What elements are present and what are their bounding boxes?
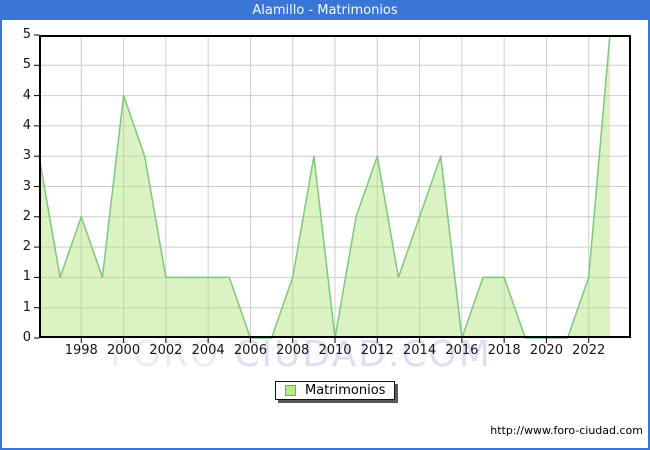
x-tick-label: 1998: [64, 343, 98, 358]
y-tick-label: 5: [22, 27, 31, 42]
title-bar: Alamillo - Matrimonios: [0, 0, 650, 20]
x-tick-label: 2016: [445, 343, 479, 358]
watermark: FORO CIUDAD.COM: [110, 334, 492, 375]
y-tick-label: 0: [22, 330, 31, 345]
x-tick-label: 2020: [529, 343, 563, 358]
x-tick-label: 2002: [149, 343, 183, 358]
legend-label: Matrimonios: [305, 383, 386, 398]
y-tick-label: 1: [22, 299, 31, 315]
x-tick-label: 2000: [107, 343, 141, 358]
x-tick-label: 2014: [403, 343, 437, 358]
x-tick-label: 2008: [276, 343, 310, 358]
footer-url: http://www.foro-ciudad.com: [490, 424, 643, 437]
y-tick-label: 5: [22, 57, 31, 73]
y-tick-label: 3: [22, 178, 31, 194]
y-tick-label: 4: [22, 117, 31, 133]
data-line: [38, 34, 611, 339]
x-tick-label: 2004: [191, 343, 225, 358]
y-tick-label: 3: [22, 148, 31, 164]
legend-box: Matrimonios: [275, 381, 396, 400]
area-fill: [39, 35, 610, 338]
legend-swatch-icon: [285, 385, 296, 396]
y-tick-label: 1: [22, 269, 31, 285]
watermark-foro-text: FORO: [110, 334, 221, 375]
x-tick-label: 2018: [487, 343, 521, 358]
y-tick-label: 4: [22, 87, 31, 103]
plot-border: [39, 35, 631, 338]
y-tick-label: 2: [22, 208, 31, 224]
x-tick-label: 2010: [318, 343, 352, 358]
x-tick-label: 2022: [572, 343, 606, 358]
x-tick-label: 2006: [233, 343, 267, 358]
watermark-ciudad-text: CIUDAD.COM: [234, 334, 492, 375]
chart-title: Alamillo - Matrimonios: [252, 2, 398, 18]
y-tick-label: 2: [22, 239, 31, 255]
x-tick-label: 2012: [360, 343, 394, 358]
